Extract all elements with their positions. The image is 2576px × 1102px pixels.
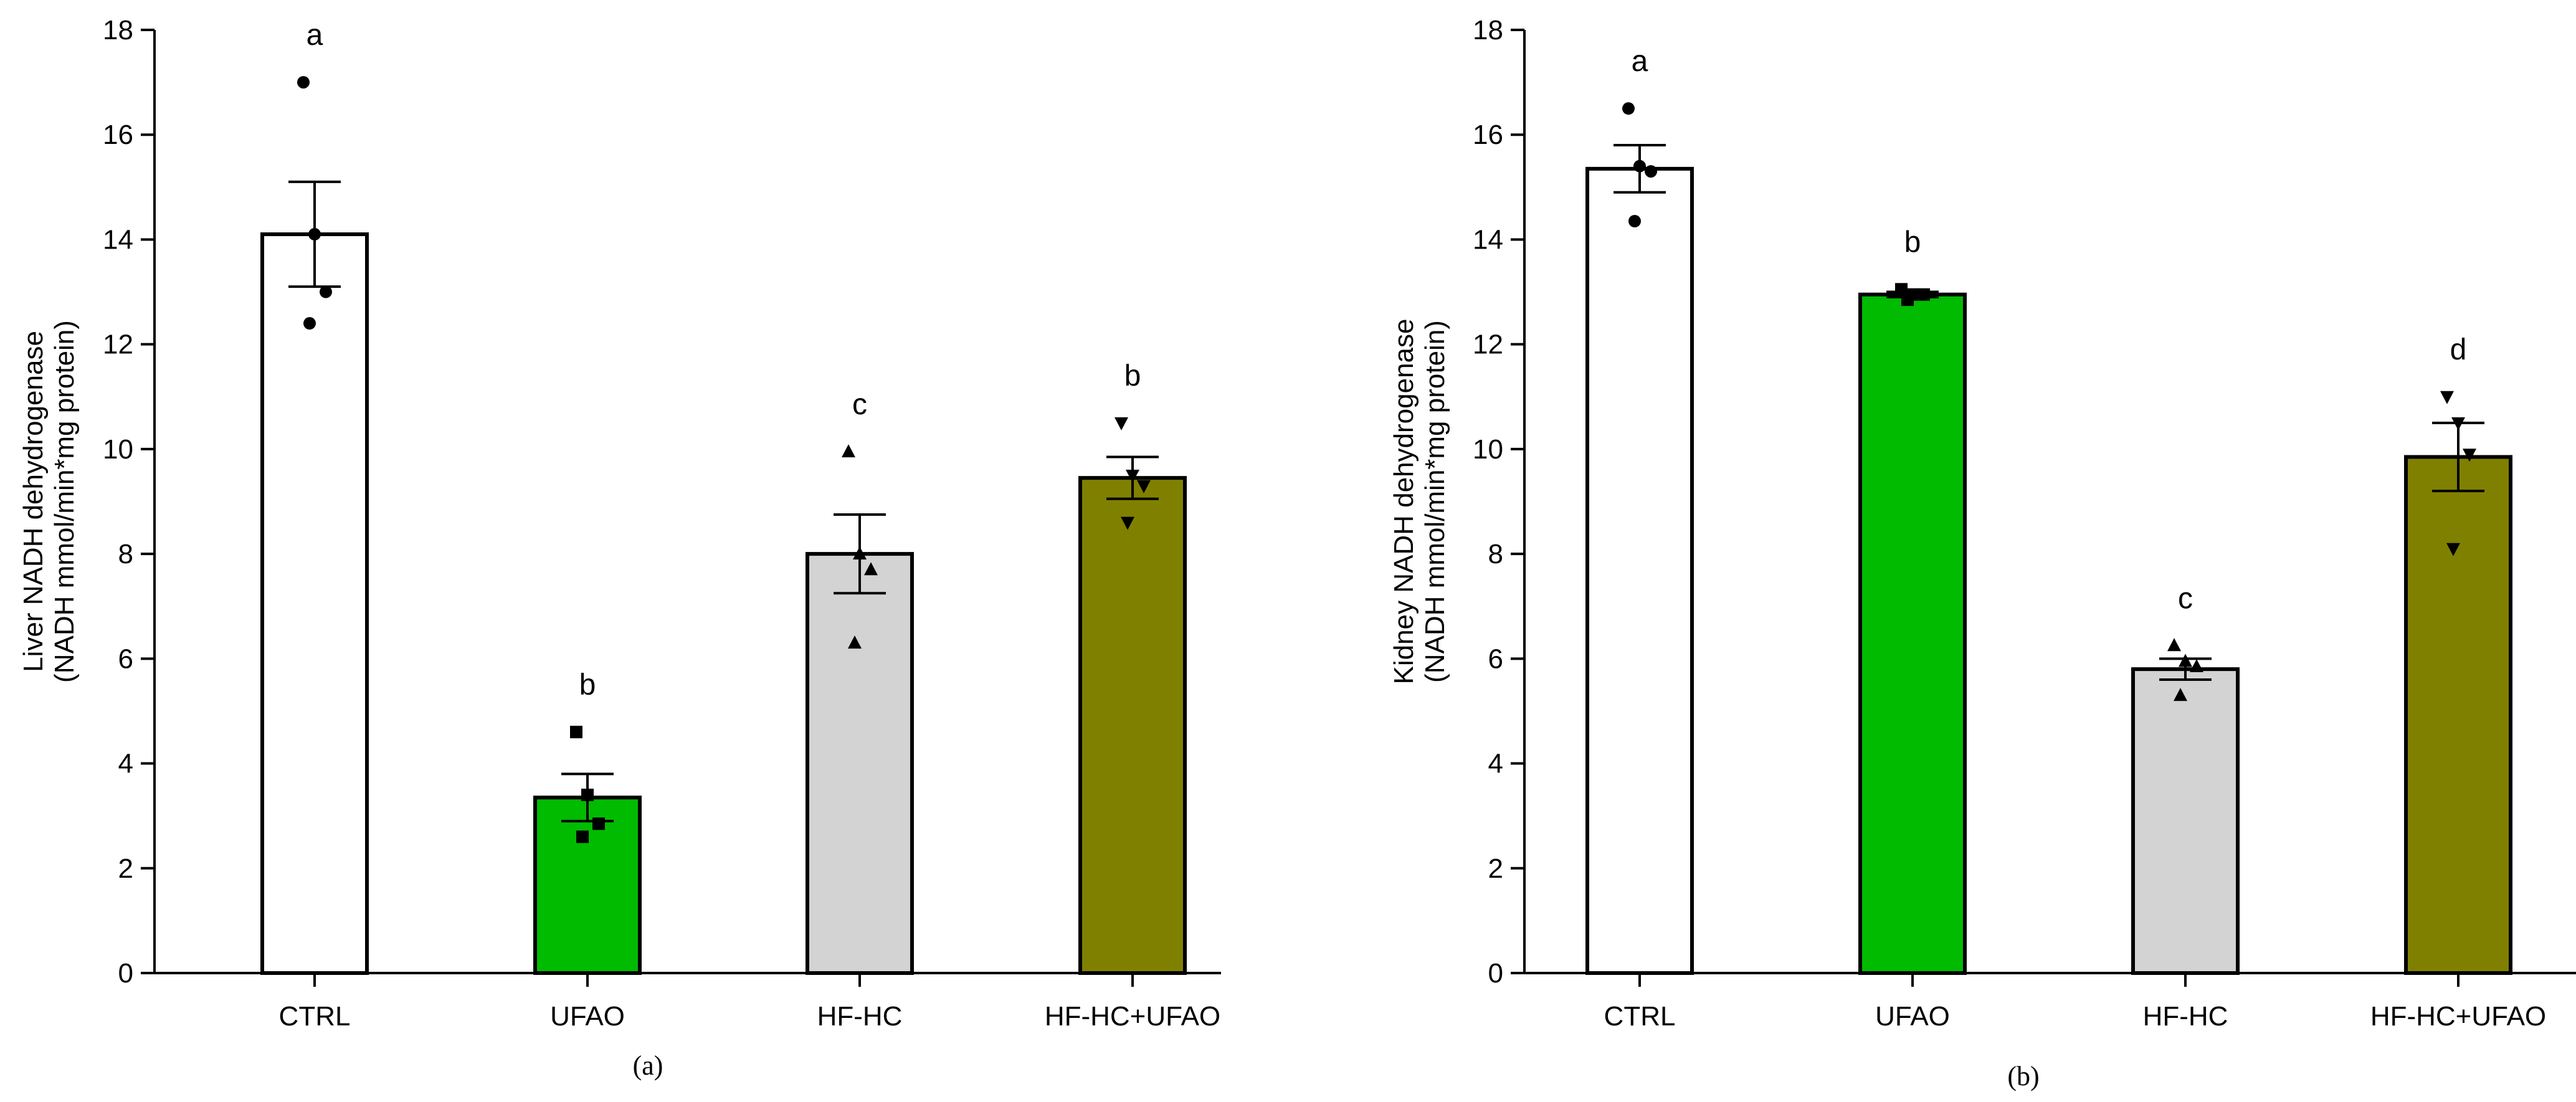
data-point bbox=[1628, 215, 1641, 228]
x-tick-label: UFAO bbox=[1875, 1001, 1950, 1032]
caption-b: (b) bbox=[2007, 1061, 2039, 1091]
y-tick-label: 12 bbox=[103, 330, 133, 360]
bar bbox=[533, 796, 642, 975]
data-point bbox=[864, 562, 878, 576]
data-point bbox=[842, 444, 855, 458]
y-axis-label-line2: (NADH mmol/min*mg protein) bbox=[1420, 320, 1450, 683]
x-tick-label: HF-HC bbox=[817, 1001, 903, 1032]
data-point bbox=[1895, 283, 1908, 296]
data-point bbox=[297, 76, 310, 89]
data-point bbox=[1115, 417, 1128, 430]
significance-letter: c bbox=[2178, 582, 2193, 615]
bar bbox=[260, 232, 369, 975]
bar bbox=[1585, 166, 1694, 976]
y-tick-label: 2 bbox=[1488, 853, 1503, 884]
data-point bbox=[848, 635, 862, 649]
y-axis-label: Liver NADH dehydrogenase(NADH mmol/min*m… bbox=[18, 320, 80, 683]
y-tick-label: 16 bbox=[103, 120, 133, 150]
data-point bbox=[1901, 293, 1914, 306]
bar bbox=[1078, 476, 1187, 975]
data-point bbox=[2463, 449, 2476, 462]
x-tick-label: HF-HC+UFAO bbox=[2370, 1001, 2546, 1032]
bar bbox=[806, 552, 914, 975]
y-tick-label: 6 bbox=[1488, 644, 1503, 674]
data-point bbox=[303, 317, 316, 330]
data-point bbox=[1126, 469, 1139, 483]
y-tick-label: 10 bbox=[103, 434, 133, 465]
significance-letter: b bbox=[579, 668, 596, 701]
bar bbox=[1858, 292, 1967, 975]
data-point bbox=[576, 830, 589, 843]
data-point bbox=[2167, 638, 2181, 652]
data-point bbox=[2174, 688, 2187, 701]
significance-letter: d bbox=[2450, 333, 2467, 366]
y-tick-label: 18 bbox=[1473, 15, 1503, 45]
significance-letter: a bbox=[1632, 45, 1648, 78]
bar bbox=[2404, 455, 2512, 975]
x-tick-label: CTRL bbox=[1604, 1001, 1676, 1032]
chart-panel-a: 0 2 4 6 8 10 12 14 16 18 Liver NADH dehydrogenase(… bbox=[18, 15, 1221, 1032]
data-point bbox=[1121, 516, 1134, 530]
y-tick-label: 8 bbox=[1488, 539, 1503, 569]
y-tick-label: 18 bbox=[103, 15, 133, 45]
y-tick-label: 12 bbox=[1473, 330, 1503, 360]
x-tick-label: HF-HC+UFAO bbox=[1045, 1001, 1220, 1032]
y-tick-label: 6 bbox=[118, 644, 133, 674]
y-tick-label: 4 bbox=[118, 749, 133, 779]
significance-letter: a bbox=[307, 19, 323, 52]
data-point bbox=[2179, 653, 2192, 667]
y-axis-label-line1: Liver NADH dehydrogenase bbox=[18, 331, 49, 672]
significance-letter: c bbox=[852, 388, 867, 421]
y-tick-label: 0 bbox=[118, 958, 133, 989]
x-tick-label: HF-HC bbox=[2143, 1001, 2228, 1032]
y-tick-label: 4 bbox=[1488, 749, 1503, 779]
data-point bbox=[592, 817, 605, 830]
x-tick-label: CTRL bbox=[279, 1001, 351, 1032]
y-tick-label: 14 bbox=[103, 224, 133, 255]
y-axis-label-line1: Kidney NADH dehydrogenase bbox=[1389, 318, 1419, 684]
data-point bbox=[2190, 658, 2203, 672]
chart-panel-b: 0 2 4 6 8 10 12 14 16 18 Kidney NADH dehydrogenase… bbox=[1389, 15, 2576, 1032]
data-point bbox=[308, 228, 321, 241]
y-tick-label: 0 bbox=[1488, 958, 1503, 989]
data-point bbox=[1137, 480, 1151, 493]
x-tick-label: UFAO bbox=[550, 1001, 625, 1032]
data-point bbox=[2446, 543, 2460, 556]
y-axis-label-line2: (NADH mmol/min*mg protein) bbox=[49, 320, 80, 683]
data-point bbox=[320, 285, 332, 298]
y-axis-label: Kidney NADH dehydrogenase(NADH mmol/min*… bbox=[1389, 318, 1450, 684]
y-tick-label: 8 bbox=[118, 539, 133, 569]
data-point bbox=[2440, 391, 2454, 404]
y-tick-label: 16 bbox=[1473, 120, 1503, 150]
data-point bbox=[1645, 165, 1657, 178]
y-tick-label: 10 bbox=[1473, 434, 1503, 465]
data-point bbox=[1918, 288, 1930, 301]
data-point bbox=[1622, 102, 1635, 115]
data-point bbox=[570, 726, 582, 739]
significance-letter: b bbox=[1904, 226, 1921, 259]
y-tick-label: 2 bbox=[118, 853, 133, 884]
data-point bbox=[581, 789, 594, 802]
bar bbox=[2131, 667, 2240, 975]
y-tick-label: 14 bbox=[1473, 224, 1503, 255]
significance-letter: b bbox=[1124, 359, 1141, 392]
data-point bbox=[2451, 417, 2465, 430]
data-point bbox=[853, 546, 867, 560]
caption-a: (a) bbox=[633, 1050, 663, 1081]
data-point bbox=[1633, 159, 1646, 173]
